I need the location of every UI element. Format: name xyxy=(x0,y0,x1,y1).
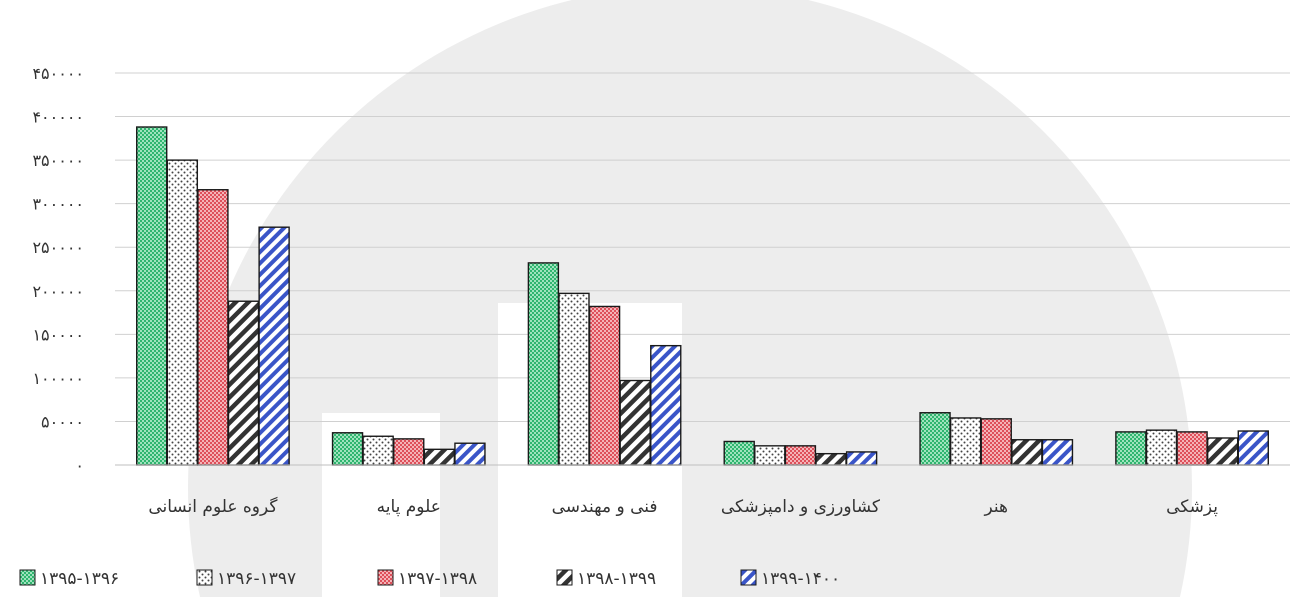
bar xyxy=(919,412,951,466)
y-tick-label: ۱۵۰۰۰۰ xyxy=(32,325,84,344)
legend-swatch xyxy=(740,569,757,586)
bar xyxy=(454,442,486,466)
bar xyxy=(1041,439,1074,466)
bar xyxy=(1115,431,1147,466)
category-label: علوم پایه xyxy=(377,497,441,517)
legend: ۱۳۹۵-۱۳۹۶ ۱۳۹۶-۱۳۹۷ ۱۳۹۷-۱۳۹۸ ۱۳۹۸-۱۳۹۹ ۱۳۹۹… xyxy=(19,569,840,589)
legend-swatch xyxy=(556,569,573,586)
legend-label: ۱۳۹۷-۱۳۹۸ xyxy=(398,569,477,589)
y-tick-label: ۲۵۰۰۰۰ xyxy=(32,238,84,257)
bar xyxy=(650,344,682,466)
bar xyxy=(723,440,755,466)
bar xyxy=(815,452,847,466)
bar xyxy=(1176,431,1208,466)
legend-label: ۱۳۹۶-۱۳۹۷ xyxy=(217,569,296,589)
bar xyxy=(784,445,817,466)
legend-swatch xyxy=(19,569,36,586)
bar xyxy=(558,292,590,466)
category-label: هنر xyxy=(984,497,1008,517)
legend-swatch xyxy=(377,569,394,586)
y-tick-label: ۲۰۰۰۰۰ xyxy=(32,282,84,301)
bar xyxy=(362,435,394,466)
bar xyxy=(393,438,425,466)
bar xyxy=(423,448,456,466)
y-tick-label: ۳۰۰۰۰۰ xyxy=(32,195,84,214)
bar xyxy=(1011,439,1043,466)
bar xyxy=(949,417,982,466)
legend-label: ۱۳۹۹-۱۴۰۰ xyxy=(761,569,840,589)
bar xyxy=(527,262,560,466)
y-tick-label: ۳۵۰۰۰۰ xyxy=(32,151,84,170)
category-label: کشاورزی و دامپزشکی xyxy=(721,497,881,517)
legend-swatch xyxy=(196,569,213,586)
bar xyxy=(980,418,1012,466)
bar xyxy=(1237,430,1269,466)
bars xyxy=(136,126,1269,466)
watermark xyxy=(188,0,1192,597)
legend-label: ۱۳۹۸-۱۳۹۹ xyxy=(577,569,656,589)
bar xyxy=(331,432,364,466)
legend-label: ۱۳۹۵-۱۳۹۶ xyxy=(40,569,119,589)
bar xyxy=(197,189,229,466)
bar xyxy=(258,226,290,466)
category-label: فنی و مهندسی xyxy=(552,497,658,517)
y-tick-label: ۰ xyxy=(75,456,84,475)
gridlines xyxy=(115,72,1290,422)
bar xyxy=(1145,429,1178,466)
y-tick-label: ۴۰۰۰۰۰ xyxy=(32,108,84,127)
bar xyxy=(619,379,651,466)
bar xyxy=(588,305,621,466)
y-axis-ticks: ۰ ۵۰۰۰۰ ۱۰۰۰۰۰ ۱۵۰۰۰۰ ۲۰۰۰۰۰ ۲۵۰۰۰۰ ۳۰۰۰۰۰ ۳۵۰۰… xyxy=(32,64,84,475)
category-labels: گروه علوم انسانی علوم پایه فنی و مهندسی کشا… xyxy=(148,496,1218,517)
category-label: پزشکی xyxy=(1166,497,1218,517)
bar xyxy=(227,300,260,466)
category-label: گروه علوم انسانی xyxy=(148,496,278,517)
bar xyxy=(1206,437,1239,466)
y-tick-label: ۴۵۰۰۰۰ xyxy=(32,64,84,83)
bar xyxy=(845,451,878,466)
y-tick-label: ۵۰۰۰۰ xyxy=(41,412,84,431)
bar xyxy=(136,126,168,466)
bar xyxy=(754,445,786,466)
y-tick-label: ۱۰۰۰۰۰ xyxy=(32,369,84,388)
bar xyxy=(166,159,199,466)
